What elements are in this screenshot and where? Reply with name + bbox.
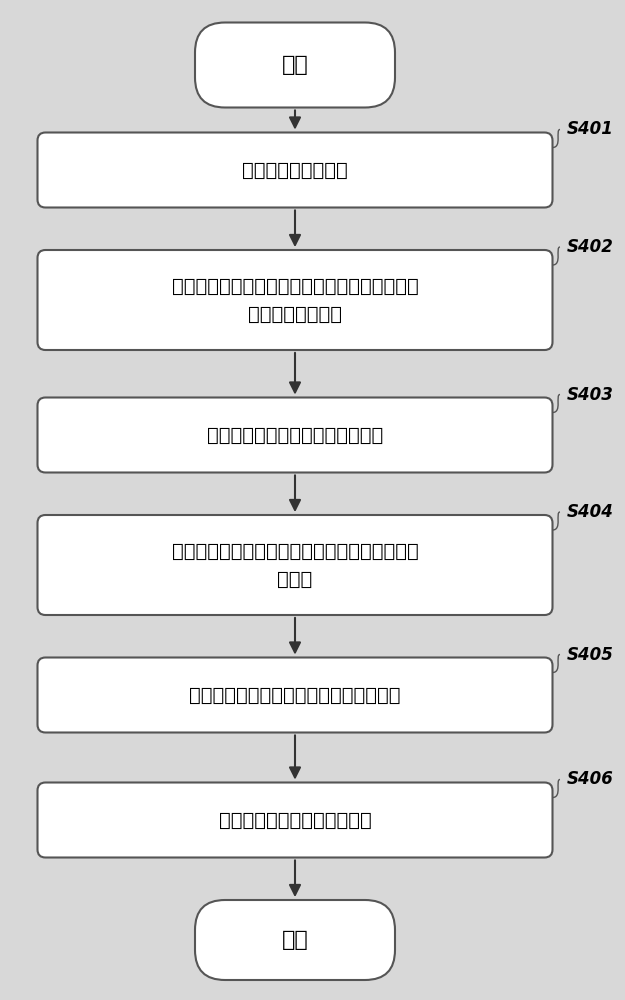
Text: 对上述计算超像素的细胞质区域采用卷积神经网
络分类: 对上述计算超像素的细胞质区域采用卷积神经网 络分类 xyxy=(172,542,418,588)
Text: S402: S402 xyxy=(567,238,614,256)
Text: 对分割出的细胞质区域计算超像素: 对分割出的细胞质区域计算超像素 xyxy=(207,426,383,444)
Text: 开始: 开始 xyxy=(282,55,308,75)
Text: S406: S406 xyxy=(567,770,614,788)
Text: 去除宫颈图像的噪声: 去除宫颈图像的噪声 xyxy=(242,160,348,180)
FancyBboxPatch shape xyxy=(38,397,552,473)
Text: S405: S405 xyxy=(567,646,614,664)
FancyBboxPatch shape xyxy=(38,132,552,208)
Text: S403: S403 xyxy=(567,385,614,403)
Text: 对上述去除噪声的图像构造模板进行粗分割，以
分割出细胞质区域: 对上述去除噪声的图像构造模板进行粗分割，以 分割出细胞质区域 xyxy=(172,276,418,324)
FancyBboxPatch shape xyxy=(38,250,552,350)
FancyBboxPatch shape xyxy=(195,900,395,980)
FancyBboxPatch shape xyxy=(38,515,552,615)
Text: 构造细胞核模板，并对细胞核进行粗分割: 构造细胞核模板，并对细胞核进行粗分割 xyxy=(189,686,401,704)
FancyBboxPatch shape xyxy=(38,658,552,732)
Text: 结束: 结束 xyxy=(282,930,308,950)
FancyBboxPatch shape xyxy=(195,22,395,107)
FancyBboxPatch shape xyxy=(38,782,552,857)
Text: S404: S404 xyxy=(567,503,614,521)
Text: S401: S401 xyxy=(567,120,614,138)
Text: 对粗分割后的细胞核进行修正: 对粗分割后的细胞核进行修正 xyxy=(219,810,371,830)
